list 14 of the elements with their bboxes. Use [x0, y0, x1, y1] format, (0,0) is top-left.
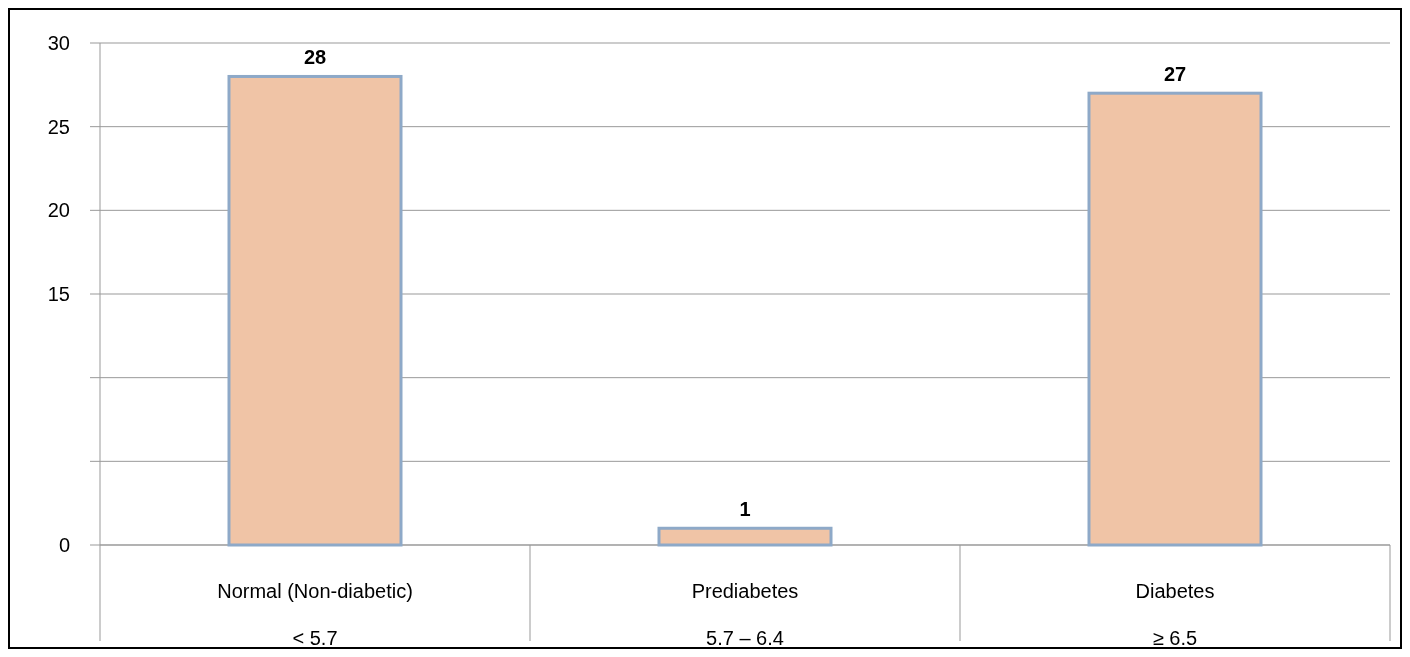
y-tick-label: 20: [47, 199, 70, 222]
bar: [227, 74, 403, 547]
data-label: 1: [739, 498, 751, 521]
y-tick-label: 30: [47, 32, 70, 54]
category-label: Normal (Non-diabetic) < 5.7: [217, 580, 413, 649]
bar: [657, 526, 833, 547]
y-tick-label: 15: [47, 283, 70, 305]
category-label: Prediabetes 5.7 – 6.4: [691, 580, 799, 649]
bar: [1087, 91, 1263, 547]
y-tick-label: 25: [47, 115, 70, 138]
data-label: 28: [303, 46, 327, 69]
y-tick-label: 0: [58, 534, 70, 556]
category-label: Diabetes ≥ 6.5: [1135, 580, 1215, 649]
data-label: 27: [1163, 63, 1187, 86]
